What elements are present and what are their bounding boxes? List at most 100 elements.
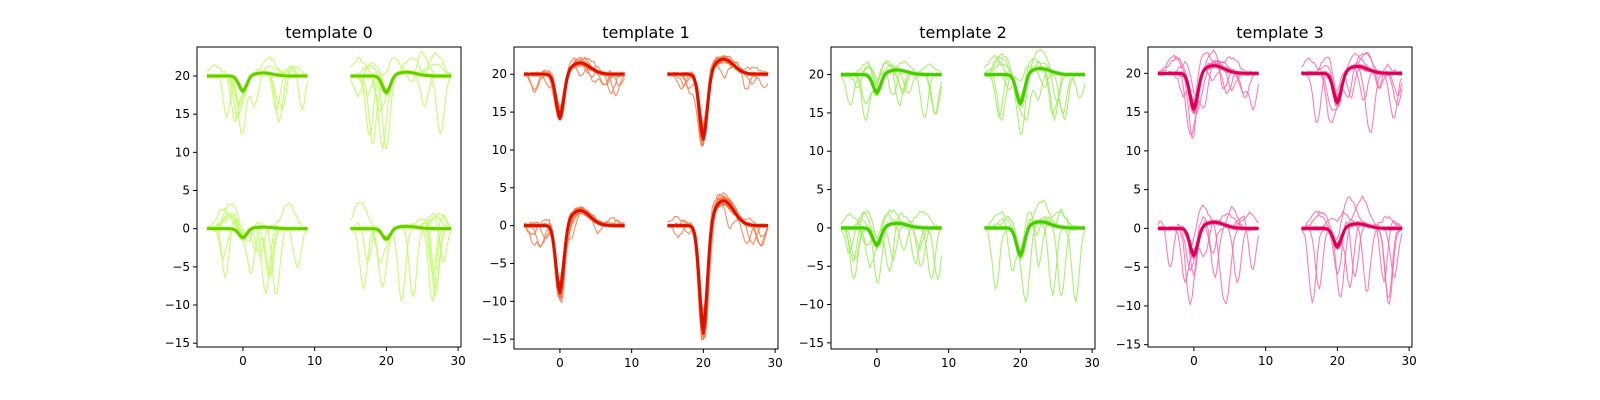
trace-3-3-3 [1301, 196, 1403, 305]
x-tick-label-0-10: 10 [307, 354, 322, 368]
x-tick-label-0-20: 20 [379, 354, 394, 368]
y-tick-label-1-15: 15 [492, 105, 507, 119]
trace-1-3-2 [667, 197, 769, 338]
trace-3-3-0 [1301, 215, 1403, 304]
mean-trace-1-1-2 [667, 57, 768, 142]
trace-1-0-9 [523, 60, 625, 117]
x-tick-label-1-30: 30 [767, 356, 782, 370]
x-tick-label-1-0: 0 [556, 356, 564, 370]
trace-1-1-5 [667, 56, 769, 133]
mean-trace-2-0-2 [841, 68, 942, 95]
y-tick-label-2--15: −15 [799, 336, 824, 350]
mean-trace-2-3-2 [984, 220, 1085, 258]
x-tick-label-2-10: 10 [941, 356, 956, 370]
trace-1-1-19 [667, 57, 769, 140]
y-tick-label-3--15: −15 [1116, 338, 1141, 352]
trace-1-2-12 [523, 207, 625, 299]
trace-1-1-9 [667, 56, 769, 144]
x-tick-label-1-10: 10 [624, 356, 639, 370]
trace-1-0-13 [523, 61, 625, 115]
trace-1-1-18 [667, 60, 769, 127]
mean-trace-1-3-2 [667, 199, 768, 335]
trace-1-2-17 [523, 209, 625, 290]
trace-1-1-21 [667, 57, 769, 140]
y-tick-label-3-5: 5 [1133, 183, 1141, 197]
y-tick-label-1-5: 5 [499, 181, 507, 195]
y-tick-label-1-20: 20 [492, 67, 507, 81]
axes-frame-0 [196, 46, 462, 348]
x-tick-label-2-30: 30 [1084, 356, 1099, 370]
mean-trace-2-1-2 [984, 67, 1085, 106]
y-tick-label-1--10: −10 [482, 294, 507, 308]
y-tick-label-3--5: −5 [1123, 260, 1141, 274]
trace-1-1-15 [667, 57, 769, 133]
trace-1-3-4 [667, 195, 769, 339]
y-tick-label-0-0: 0 [182, 222, 190, 236]
trace-1-1-14 [667, 57, 769, 136]
chart-title-0: template 0 [285, 23, 373, 42]
mean-trace-0-3-2 [350, 225, 451, 241]
mean-trace-1-2-2 [524, 209, 625, 295]
y-tick-label-2-20: 20 [809, 68, 824, 82]
trace-1-1-3 [667, 57, 768, 136]
trace-1-2-18 [523, 209, 625, 286]
trace-1-3-0 [667, 192, 769, 341]
trace-1-1-11 [667, 59, 768, 131]
mean-trace-0-0-2 [207, 71, 308, 93]
trace-2-2-6 [840, 210, 942, 280]
axes-frame-1 [513, 46, 779, 350]
mean-trace-3-3-2 [1301, 222, 1402, 249]
y-tick-label-0--5: −5 [172, 260, 190, 274]
y-tick-label-1-10: 10 [492, 143, 507, 157]
y-tick-label-1-0: 0 [499, 219, 507, 233]
trace-1-1-20 [667, 55, 769, 146]
trace-1-1-16 [667, 56, 769, 138]
trace-2-1-12 [984, 66, 1086, 100]
y-tick-label-3-0: 0 [1133, 221, 1141, 235]
x-tick-label-0-0: 0 [239, 354, 247, 368]
chart-panel-1: 0 10 20 30 −15 −10 −5 0 5 10 15 20 template 1 [482, 23, 783, 370]
y-tick-label-2-5: 5 [816, 183, 824, 197]
trace-1-0-16 [523, 61, 625, 115]
y-tick-label-1--15: −15 [482, 332, 507, 346]
x-tick-label-0-30: 30 [450, 354, 465, 368]
mean-trace-3-1-2 [1301, 65, 1402, 105]
y-tick-label-2--10: −10 [799, 298, 824, 312]
trace-1-0-11 [523, 62, 625, 113]
y-tick-label-1--5: −5 [489, 256, 507, 270]
trace-1-3-20 [667, 198, 769, 336]
trace-1-3-11 [667, 199, 769, 333]
x-tick-label-3-10: 10 [1258, 354, 1273, 368]
chart-panel-2: 0 10 20 30 −15 −10 −5 0 5 10 15 20 template 2 [799, 23, 1100, 370]
y-tick-label-0-10: 10 [175, 145, 190, 159]
trace-3-0-1 [1157, 52, 1260, 111]
trace-1-1-13 [667, 59, 769, 131]
mean-trace-1-1-1 [667, 57, 768, 138]
trace-1-3-16 [667, 203, 769, 312]
y-tick-label-3-10: 10 [1126, 144, 1141, 158]
axes-frame-2 [830, 46, 1096, 350]
chart-title-1: template 1 [602, 23, 690, 42]
trace-2-2-4 [840, 213, 942, 279]
trace-1-2-5 [523, 210, 625, 286]
trace-1-1-2 [667, 56, 769, 142]
trace-1-2-13 [523, 210, 625, 286]
x-tick-label-3-0: 0 [1190, 354, 1198, 368]
plot-area-0 [206, 51, 452, 302]
trace-1-1-0 [667, 59, 769, 130]
x-tick-label-3-20: 20 [1330, 354, 1345, 368]
mean-trace-0-2-2 [207, 225, 308, 240]
trace-1-1-8 [667, 58, 769, 129]
trace-1-3-15 [667, 196, 769, 332]
mean-trace-1-1-0 [667, 57, 768, 135]
x-tick-label-2-0: 0 [873, 356, 881, 370]
trace-1-2-6 [523, 207, 625, 298]
x-tick-label-2-20: 20 [1013, 356, 1028, 370]
trace-1-3-7 [667, 197, 769, 340]
plot-area-3 [1157, 49, 1403, 306]
y-tick-label-2-0: 0 [816, 221, 824, 235]
trace-2-3-6 [984, 199, 1086, 303]
trace-1-3-13 [667, 202, 769, 316]
trace-1-3-1 [667, 195, 769, 338]
